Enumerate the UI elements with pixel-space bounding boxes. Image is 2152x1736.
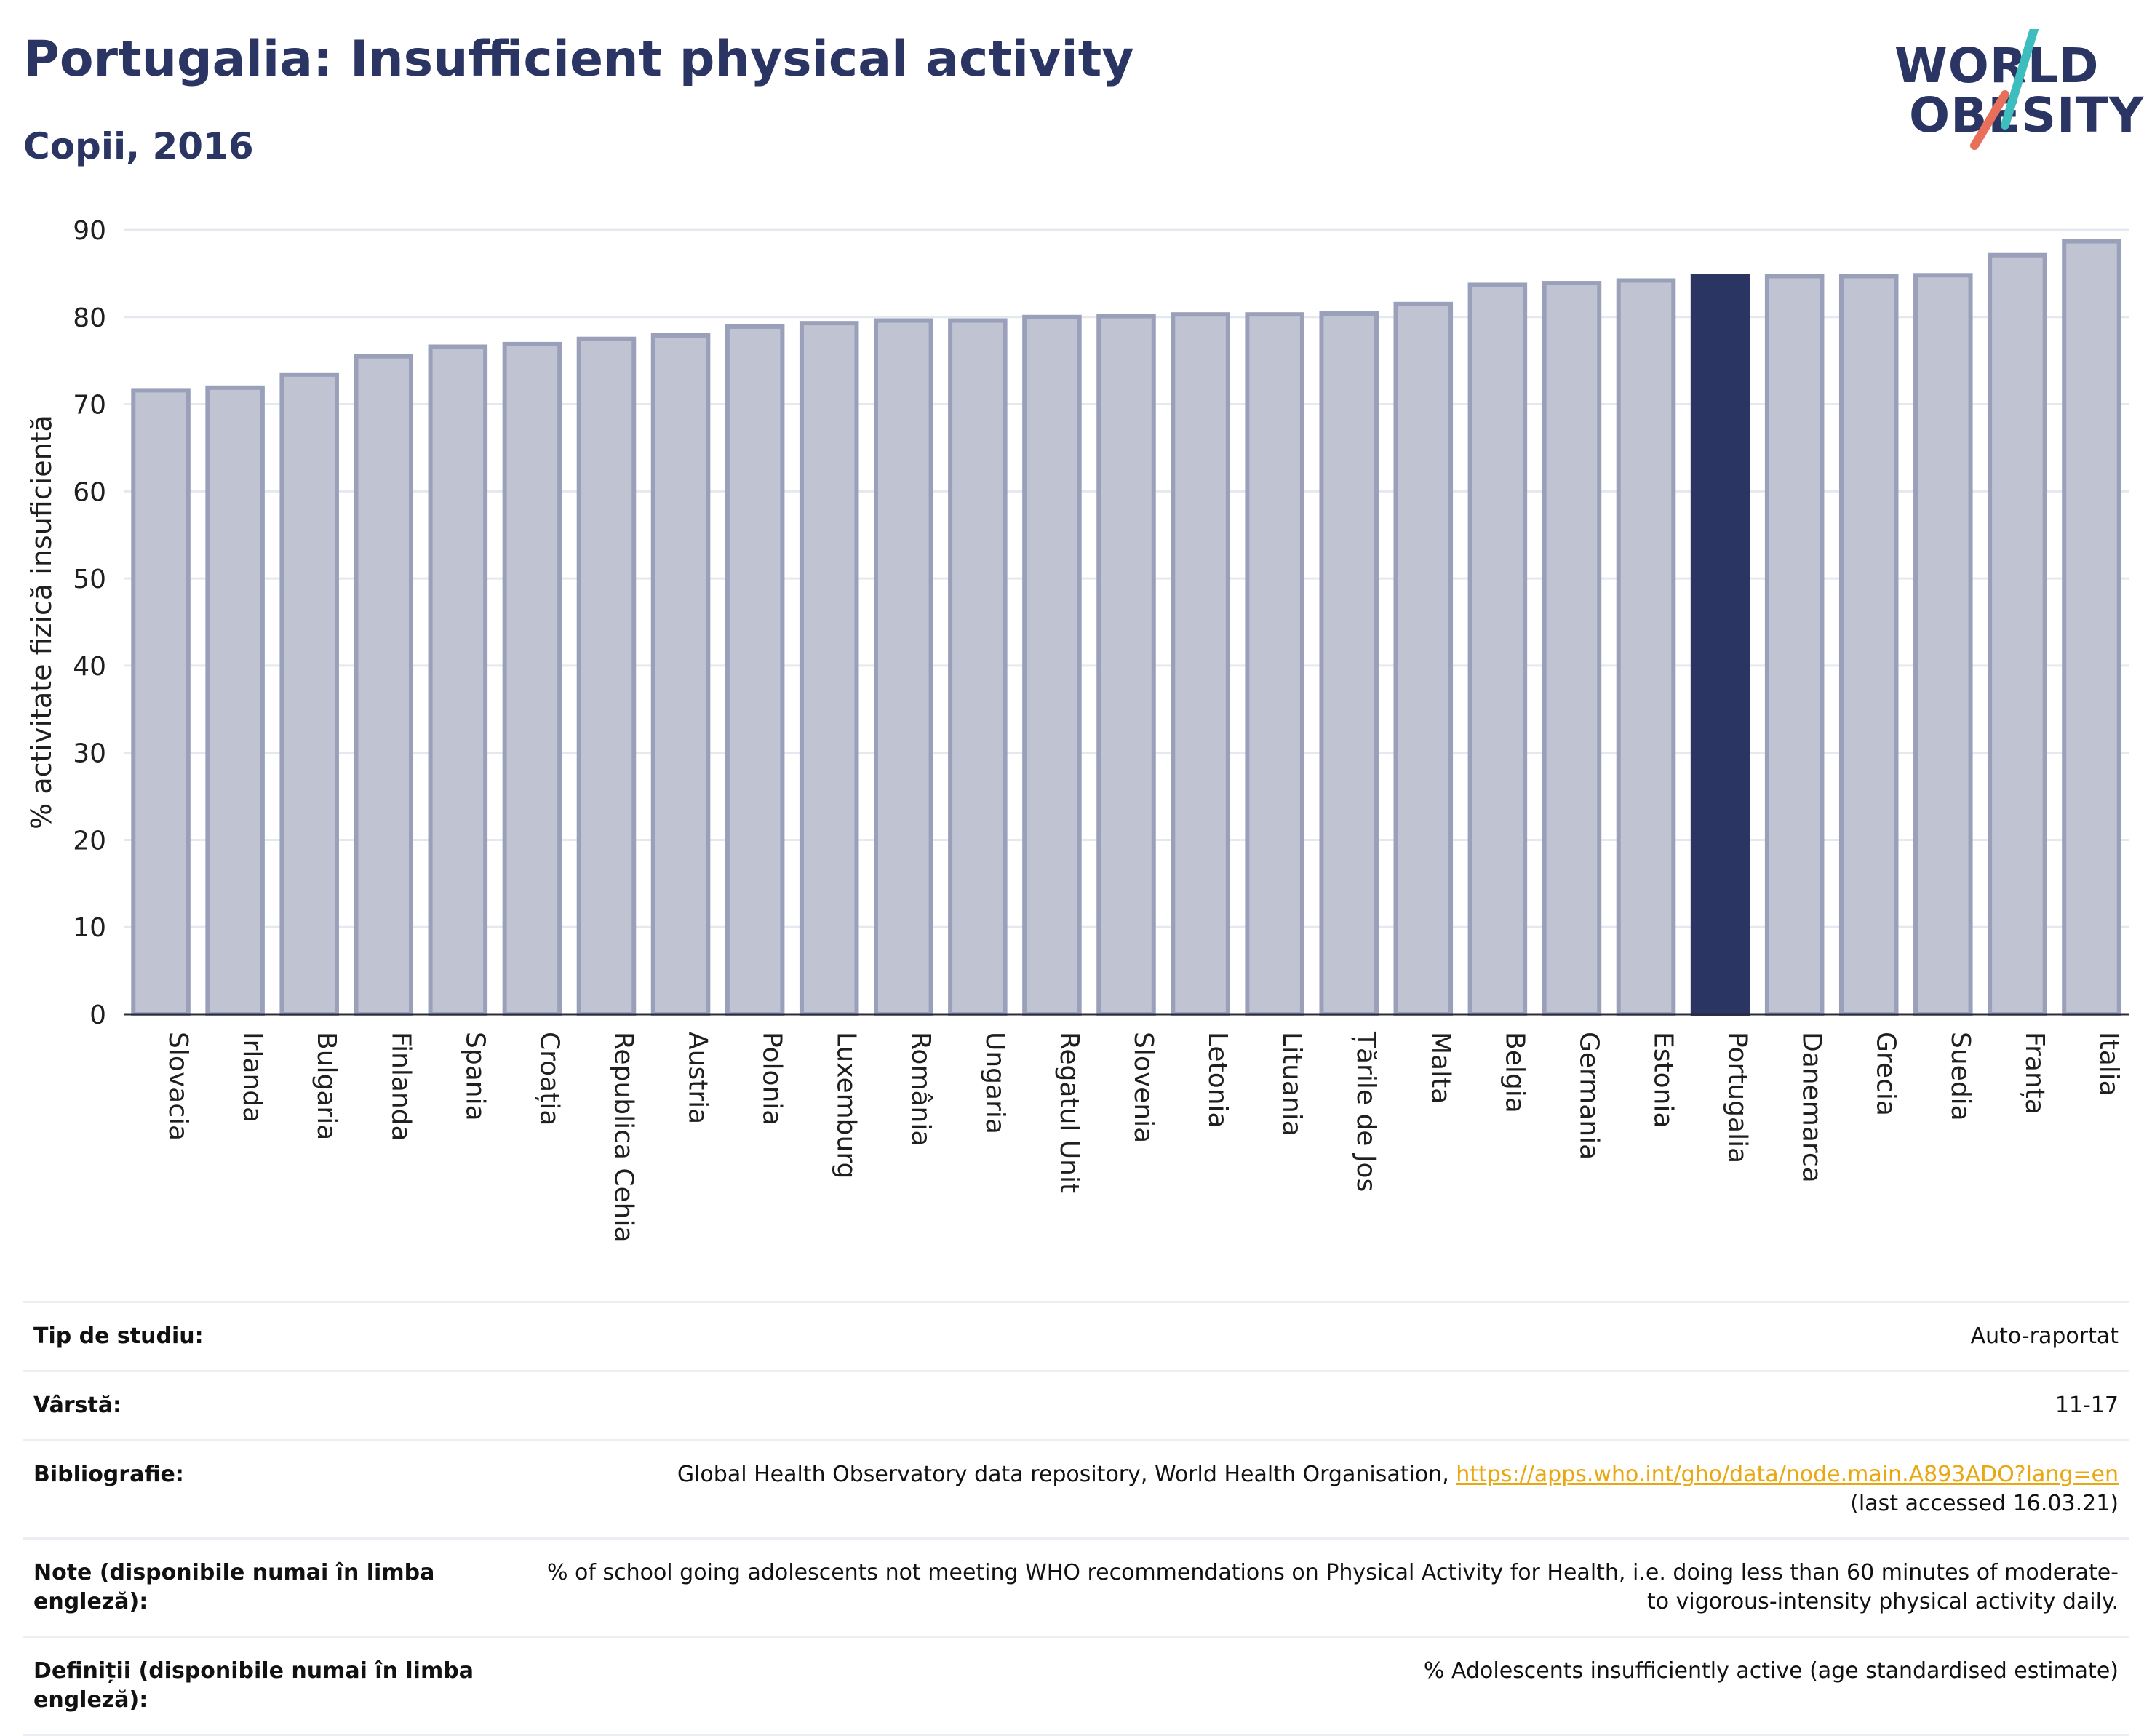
bar [799,321,859,1016]
y-tick-label: 60 [73,477,106,507]
meta-row-bibliography: Bibliografie: Global Health Observatory … [23,1439,2129,1537]
meta-label: Tip de studiu: [33,1323,204,1349]
bar [1245,312,1304,1016]
y-tick-label: 0 [89,1000,106,1030]
bar [1988,252,2047,1016]
y-tick-label: 40 [73,652,106,682]
y-tick-label: 80 [73,303,106,333]
logo-slash-icon [1970,29,2039,150]
bar [874,318,933,1016]
meta-value: 11-17 [2055,1393,2119,1418]
bar [1542,281,1602,1016]
bar [1096,314,1156,1016]
meta-row-age: Vârstă: 11-17 [23,1370,2129,1439]
bar [502,341,562,1017]
y-tick-label: 20 [73,826,106,856]
y-tick-label: 10 [73,913,106,943]
meta-label: Definiții (disponibile numai în limba en… [33,1658,474,1713]
chart-subtitle: Copii, 2016 [23,125,254,167]
x-tick-label: Danemarca [1797,1032,1827,1183]
x-tick-label: Irlanda [237,1032,267,1123]
meta-value: % of school going adolescents not meetin… [546,1560,2119,1614]
x-tick-label: Republica Cehia [608,1032,638,1243]
bar [279,372,339,1016]
x-tick-label: Austria [683,1032,713,1124]
bar [1838,274,1899,1016]
meta-label: Vârstă: [33,1393,122,1418]
meta-label: Bibliografie: [33,1462,184,1487]
x-tick-label: Finlanda [386,1032,415,1142]
bar [1690,274,1750,1016]
meta-row-notes: Note (disponibile numai în limba engleză… [23,1537,2129,1636]
bar [1913,273,1973,1017]
bibliography-text: Global Health Observatory data repositor… [677,1462,1456,1487]
x-tick-label: Ungaria [980,1032,1010,1134]
x-tick-label: Portugalia [1723,1032,1753,1163]
x-tick-label: Luxemburg [832,1032,861,1179]
y-tick-label: 30 [73,739,106,769]
x-tick-label: Regatul Unit [1054,1032,1084,1193]
x-tick-label: Slovenia [1128,1032,1158,1143]
x-tick-label: Estonia [1649,1032,1678,1128]
bibliography-accessed: (last accessed 16.03.21) [1850,1491,2119,1516]
x-tick-label: Croația [534,1032,564,1126]
x-tick-label: Grecia [1871,1032,1901,1116]
bars [131,239,2121,1017]
bar [2062,239,2121,1016]
axes: 0 10 20 30 40 50 60 70 80 90 Slovacia Irlanda Bulgar… [73,216,2129,1243]
meta-label: Note (disponibile numai în limba engleză… [33,1560,435,1614]
bar [1616,278,1676,1016]
meta-value: Global Health Observatory data repositor… [543,1460,2119,1518]
bar [1171,312,1230,1016]
bar [428,344,488,1017]
bar [725,324,785,1017]
x-tick-label: Slovacia [163,1032,193,1141]
meta-row-definitions: Definiții (disponibile numai în limba en… [23,1636,2129,1736]
bar [205,385,265,1016]
x-tick-label: Belgia [1499,1032,1529,1113]
chart-title: Portugalia: Insufficient physical activi… [23,31,1134,88]
bar [576,336,637,1016]
x-tick-label: Țările de Jos [1351,1031,1381,1192]
x-tick-label: Italia [2094,1032,2124,1096]
x-tick-label: Lituania [1277,1032,1307,1136]
logo-line-1: WORLD [1894,38,2100,94]
bibliography-link[interactable]: https://apps.who.int/gho/data/node.main.… [1456,1462,2119,1487]
x-tick-label: Germania [1574,1032,1603,1160]
bar [354,354,414,1016]
y-axis-label: % activitate fizică insuficientă [25,415,57,829]
bar [1467,282,1528,1016]
meta-value: Auto-raportat [1970,1323,2119,1349]
x-tick-label: Malta [1425,1032,1455,1104]
bar [650,333,711,1017]
x-tick-label: Suedia [1945,1032,1975,1121]
bar [1022,314,1082,1016]
x-tick-label: Polonia [757,1032,787,1126]
x-tick-label: România [906,1032,936,1146]
x-tick-label: Franța [2020,1032,2049,1115]
y-tick-label: 50 [73,565,106,594]
x-tick-label: Letonia [1203,1032,1232,1128]
bar [1319,311,1379,1016]
x-tick-label: Bulgaria [311,1032,341,1140]
meta-value: % Adolescents insufficiently active (age… [1423,1658,2119,1684]
bar [131,388,191,1016]
y-tick-label: 90 [73,216,106,246]
y-tick-label: 70 [73,391,106,421]
logo-line-2: OBESITY [1909,87,2145,143]
world-obesity-logo: WORLD OBESITY [1894,29,2143,156]
meta-row-study-type: Tip de studiu: Auto-raportat [23,1301,2129,1370]
metadata-table: Tip de studiu: Auto-raportat Vârstă: 11-… [23,1301,2129,1736]
x-tick-label: Spania [460,1032,490,1121]
bar [1393,301,1454,1017]
bar [1764,274,1825,1016]
bar-chart: 0 10 20 30 40 50 60 70 80 90 Slovacia Irlanda Bulgar… [25,216,2129,1243]
bar [948,318,1008,1016]
